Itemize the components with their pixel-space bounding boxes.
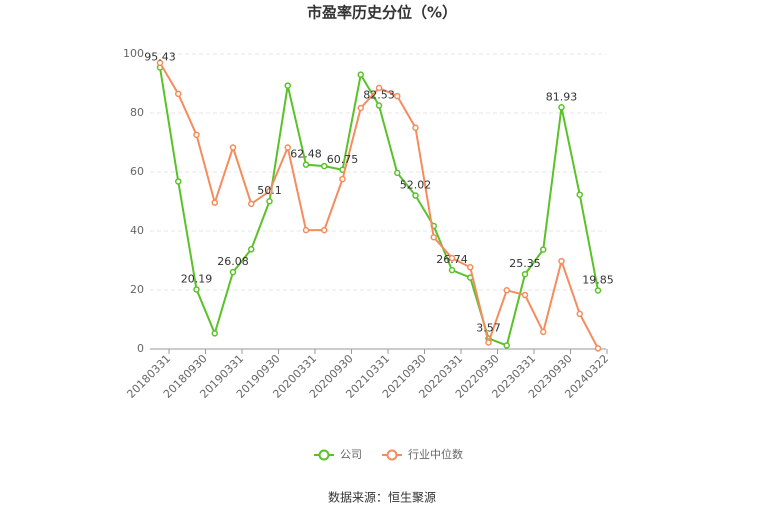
data-point (339, 175, 346, 183)
data-point (540, 246, 547, 253)
data-label: 81.93 (546, 90, 578, 103)
data-point (503, 287, 510, 294)
y-tick-label: 20 (130, 283, 144, 296)
data-point (558, 257, 565, 265)
data-point (375, 84, 383, 92)
data-point (412, 192, 419, 199)
chart-title: 市盈率历史分位（%） (307, 4, 457, 22)
data-point (540, 328, 547, 336)
data-label: 52.02 (400, 179, 432, 192)
data-point (302, 161, 310, 168)
data-point (248, 246, 255, 253)
data-point (302, 226, 310, 234)
data-point (193, 286, 200, 293)
data-label: 50.1 (257, 184, 282, 197)
data-point (594, 287, 602, 294)
data-point (156, 59, 164, 67)
data-point (448, 266, 456, 274)
data-point (321, 162, 328, 170)
data-point (357, 104, 364, 112)
legend-marker[interactable] (386, 449, 398, 461)
data-label: 20.19 (181, 272, 213, 285)
data-point (394, 92, 401, 100)
data-point (558, 104, 565, 111)
data-point (266, 197, 273, 205)
data-label: 25.35 (509, 257, 541, 270)
data-point (521, 270, 529, 278)
y-tick-label: 0 (137, 342, 144, 355)
data-point (229, 268, 237, 276)
source-note: 数据来源：恒生聚源 (328, 490, 436, 505)
data-label: 62.48 (290, 148, 322, 161)
y-tick-label: 100 (123, 47, 144, 60)
data-label: 95.43 (144, 50, 176, 63)
legend-label[interactable]: 行业中位数 (408, 447, 463, 461)
y-tick-label: 60 (130, 165, 144, 178)
data-label: 82.53 (363, 89, 395, 102)
data-point (448, 254, 456, 262)
data-point (594, 345, 602, 352)
y-tick-label: 80 (130, 106, 144, 119)
data-point (412, 124, 419, 131)
data-point (430, 233, 437, 241)
data-point (266, 187, 273, 195)
data-point (467, 264, 474, 271)
data-point (576, 310, 583, 318)
series-line (159, 67, 599, 347)
data-point (375, 102, 383, 109)
data-label: 60.75 (327, 153, 359, 166)
data-point (485, 339, 492, 346)
data-point (175, 178, 182, 185)
data-point (193, 131, 200, 139)
data-point (284, 82, 291, 89)
data-point (521, 291, 529, 299)
data-point (576, 191, 583, 198)
legend-marker[interactable] (318, 449, 330, 461)
data-point (175, 90, 182, 98)
data-point (284, 144, 291, 151)
data-point (211, 199, 218, 206)
y-tick-label: 40 (130, 224, 144, 237)
data-point (211, 330, 218, 337)
data-point (229, 144, 237, 151)
data-point (321, 226, 328, 234)
data-point (357, 71, 364, 78)
data-point (394, 169, 401, 177)
data-label: 26.08 (217, 255, 249, 268)
data-label: 3.57 (476, 321, 501, 334)
data-point (503, 342, 510, 349)
data-label: 26.74 (436, 253, 468, 266)
data-label: 19.85 (582, 273, 614, 286)
legend-label[interactable]: 公司 (340, 448, 362, 461)
data-point (248, 200, 255, 208)
